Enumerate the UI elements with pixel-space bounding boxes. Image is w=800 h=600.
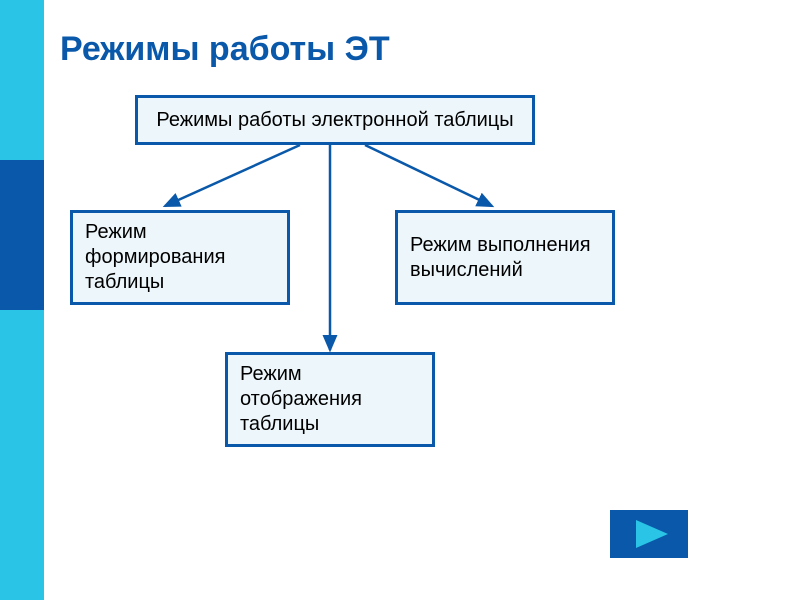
play-forward-icon [610, 510, 688, 558]
edge-root-left [165, 145, 300, 206]
next-slide-button[interactable] [610, 510, 688, 558]
diagram-node-left: Режим формирования таблицы [70, 210, 290, 305]
diagram-node-root: Режимы работы электронной таблицы [135, 95, 535, 145]
diagram-node-bottom-label: Режим отображения таблицы [240, 362, 420, 437]
diagram-node-left-label: Режим формирования таблицы [85, 220, 275, 295]
diagram-node-root-label: Режимы работы электронной таблицы [156, 108, 513, 133]
edge-root-right [365, 145, 492, 206]
diagram-node-bottom: Режим отображения таблицы [225, 352, 435, 447]
diagram-node-right: Режим выполнения вычислений [395, 210, 615, 305]
sidebar-stripe-inner [0, 160, 44, 310]
diagram-node-right-label: Режим выполнения вычислений [410, 233, 600, 283]
slide: Режимы работы ЭТ Режимы работы электронн… [0, 0, 800, 600]
page-title: Режимы работы ЭТ [60, 30, 390, 69]
